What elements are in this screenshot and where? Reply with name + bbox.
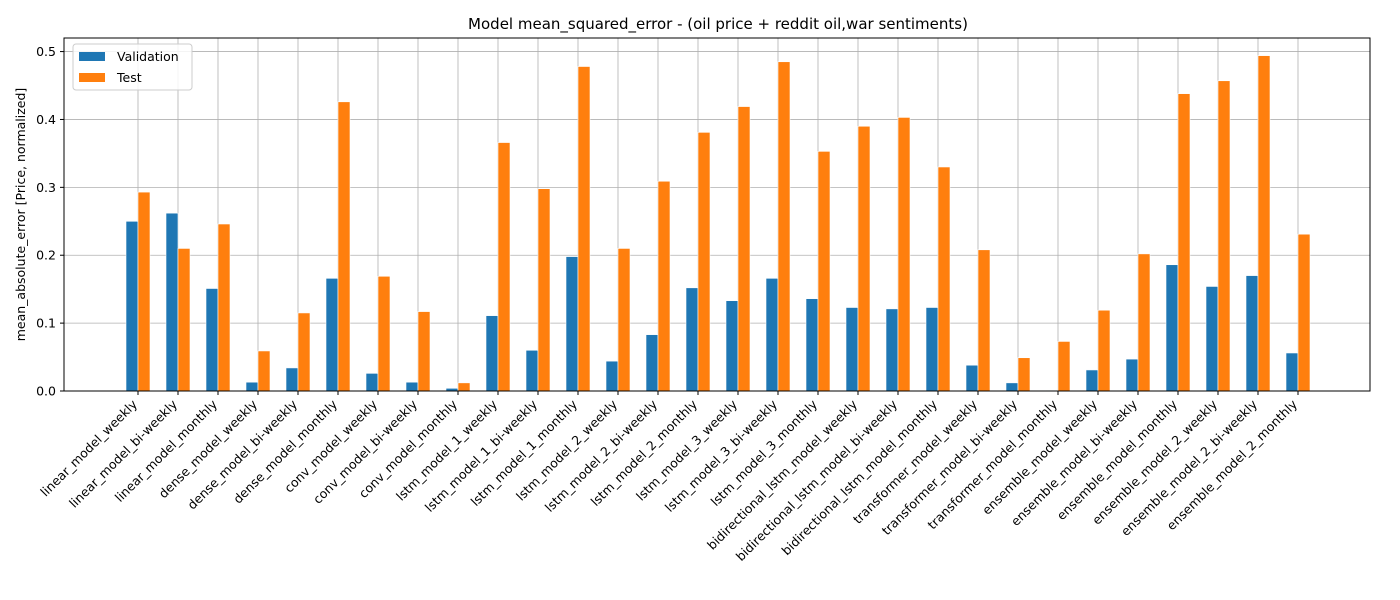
validation-bar-13 (645, 334, 659, 392)
test-bar-6 (377, 275, 391, 392)
test-bar-7 (417, 311, 431, 392)
validation-bar-20 (925, 307, 939, 392)
validation-bar-19 (885, 308, 899, 392)
validation-bar-11 (565, 256, 579, 392)
test-bar-22 (1017, 357, 1031, 392)
test-bar-12 (617, 248, 631, 392)
y-tick-label-0: 0.0 (36, 384, 56, 399)
validation-bar-2 (205, 288, 219, 392)
test-bar-5 (337, 101, 351, 392)
validation-bar-22 (1005, 382, 1019, 392)
test-bar-29 (1297, 233, 1311, 392)
validation-bar-17 (805, 298, 819, 392)
test-bar-9 (497, 142, 511, 392)
test-bar-20 (937, 166, 951, 392)
validation-bar-18 (845, 307, 859, 392)
validation-bar-21 (965, 364, 979, 392)
validation-bar-28 (1245, 275, 1259, 392)
y-tick-label-4: 0.4 (36, 112, 56, 127)
test-bar-0 (137, 191, 151, 392)
validation-bar-24 (1085, 369, 1099, 392)
validation-bar-16 (765, 278, 779, 392)
test-bar-10 (537, 188, 551, 392)
test-bar-27 (1217, 80, 1231, 392)
validation-bar-4 (285, 367, 299, 392)
test-bar-23 (1057, 341, 1071, 392)
plot-frame (63, 37, 1371, 392)
test-bar-14 (697, 132, 711, 392)
y-tick-label-5: 0.5 (36, 44, 56, 59)
validation-bar-0 (125, 220, 139, 392)
test-bar-26 (1177, 93, 1191, 392)
test-bar-15 (737, 106, 751, 392)
validation-bar-7 (405, 381, 419, 392)
legend-swatch-1 (79, 73, 105, 82)
legend: Validation Test (72, 43, 193, 91)
y-tick-label-2: 0.2 (36, 248, 56, 263)
test-bar-11 (577, 66, 591, 392)
test-bar-1 (177, 248, 191, 392)
y-tick-label-1: 0.1 (36, 316, 56, 331)
validation-bar-15 (725, 300, 739, 392)
y-axis-ticks: 0.0 0.1 0.2 0.3 0.4 0.5 (36, 44, 64, 399)
validation-bar-10 (525, 349, 539, 392)
validation-bar-9 (485, 315, 499, 392)
validation-bar-6 (365, 373, 379, 392)
test-bar-18 (857, 125, 871, 392)
x-axis-ticks: linear_model_weeklylinear_model_bi-weekl… (37, 391, 1301, 564)
validation-bar-1 (165, 212, 179, 392)
test-bar-2 (217, 223, 231, 392)
validation-bar-14 (685, 287, 699, 392)
test-bar-4 (297, 312, 311, 392)
test-bar-8 (457, 382, 471, 392)
bars (125, 55, 1311, 392)
validation-bar-5 (325, 278, 339, 392)
validation-bar-26 (1165, 264, 1179, 392)
validation-bar-3 (245, 381, 259, 392)
test-bar-21 (977, 249, 991, 392)
validation-bar-12 (605, 360, 619, 392)
test-bar-24 (1097, 309, 1111, 392)
validation-bar-25 (1125, 358, 1139, 392)
chart-title: Model mean_squared_error - (oil price + … (468, 15, 968, 34)
legend-swatch-0 (79, 52, 105, 61)
test-bar-17 (817, 151, 831, 392)
test-bar-19 (897, 117, 911, 392)
test-bar-13 (657, 180, 671, 392)
legend-label-0: Validation (117, 49, 179, 64)
test-bar-16 (777, 61, 791, 392)
y-tick-label-3: 0.3 (36, 180, 56, 195)
test-bar-3 (257, 350, 271, 392)
y-axis-label: mean_absolute_error [Price, normalized] (13, 88, 28, 342)
test-bar-28 (1257, 55, 1271, 392)
legend-label-1: Test (116, 70, 142, 85)
test-bar-25 (1137, 253, 1151, 392)
validation-bar-27 (1205, 286, 1219, 392)
validation-bar-29 (1285, 352, 1299, 392)
